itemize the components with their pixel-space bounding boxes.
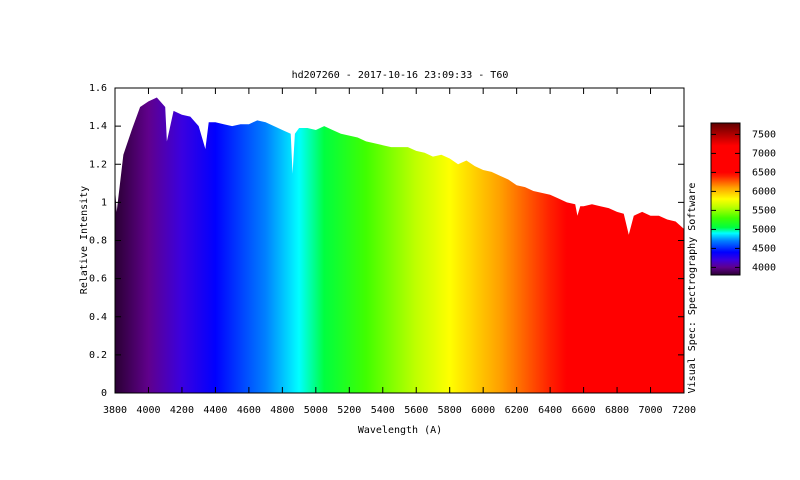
colorbar-tick-label: 7000 <box>752 148 776 159</box>
x-tick-label: 4600 <box>237 405 261 416</box>
colorbar <box>710 122 741 276</box>
y-tick-label: 0 <box>101 388 107 399</box>
colorbar-tick-label: 7500 <box>752 129 776 140</box>
x-tick-label: 6600 <box>572 405 596 416</box>
y-axis-label: Relative Intensity <box>79 186 90 294</box>
x-tick-label: 6000 <box>471 405 495 416</box>
spectrum-area <box>115 97 684 393</box>
colorbar-tick-label: 6000 <box>752 186 776 197</box>
colorbar-tick-label: 5000 <box>752 224 776 235</box>
x-tick-label: 3800 <box>103 405 127 416</box>
colorbar-tick-label: 4500 <box>752 243 776 254</box>
y-tick-label: 0.6 <box>89 274 107 285</box>
x-tick-label: 5800 <box>438 405 462 416</box>
x-tick-label: 4200 <box>170 405 194 416</box>
y-tick-label: 1 <box>101 197 107 208</box>
x-tick-label: 5000 <box>304 405 328 416</box>
chart-title: hd207260 - 2017-10-16 23:09:33 - T60 <box>292 70 509 81</box>
x-tick-label: 4000 <box>136 405 160 416</box>
colorbar-tick-label: 5500 <box>752 205 776 216</box>
colorbar-tick-label: 4000 <box>752 262 776 273</box>
x-tick-label: 5200 <box>337 405 361 416</box>
y-tick-label: 0.4 <box>89 312 107 323</box>
x-tick-label: 6400 <box>538 405 562 416</box>
x-tick-label: 5600 <box>404 405 428 416</box>
y-tick-label: 1.2 <box>89 159 107 170</box>
y-tick-label: 1.6 <box>89 83 107 94</box>
y-tick-label: 0.8 <box>89 236 107 247</box>
x-tick-label: 7200 <box>672 405 696 416</box>
x-axis-label: Wavelength (A) <box>358 425 442 436</box>
colorbar-tick-label: 6500 <box>752 167 776 178</box>
x-tick-label: 7000 <box>638 405 662 416</box>
x-tick-label: 5400 <box>371 405 395 416</box>
x-tick-label: 4400 <box>203 405 227 416</box>
side-label: Visual Spec: Spectrography Software <box>687 183 698 394</box>
x-tick-label: 4800 <box>270 405 294 416</box>
y-tick-label: 0.2 <box>89 350 107 361</box>
x-tick-label: 6200 <box>505 405 529 416</box>
y-tick-label: 1.4 <box>89 121 107 132</box>
x-tick-label: 6800 <box>605 405 629 416</box>
